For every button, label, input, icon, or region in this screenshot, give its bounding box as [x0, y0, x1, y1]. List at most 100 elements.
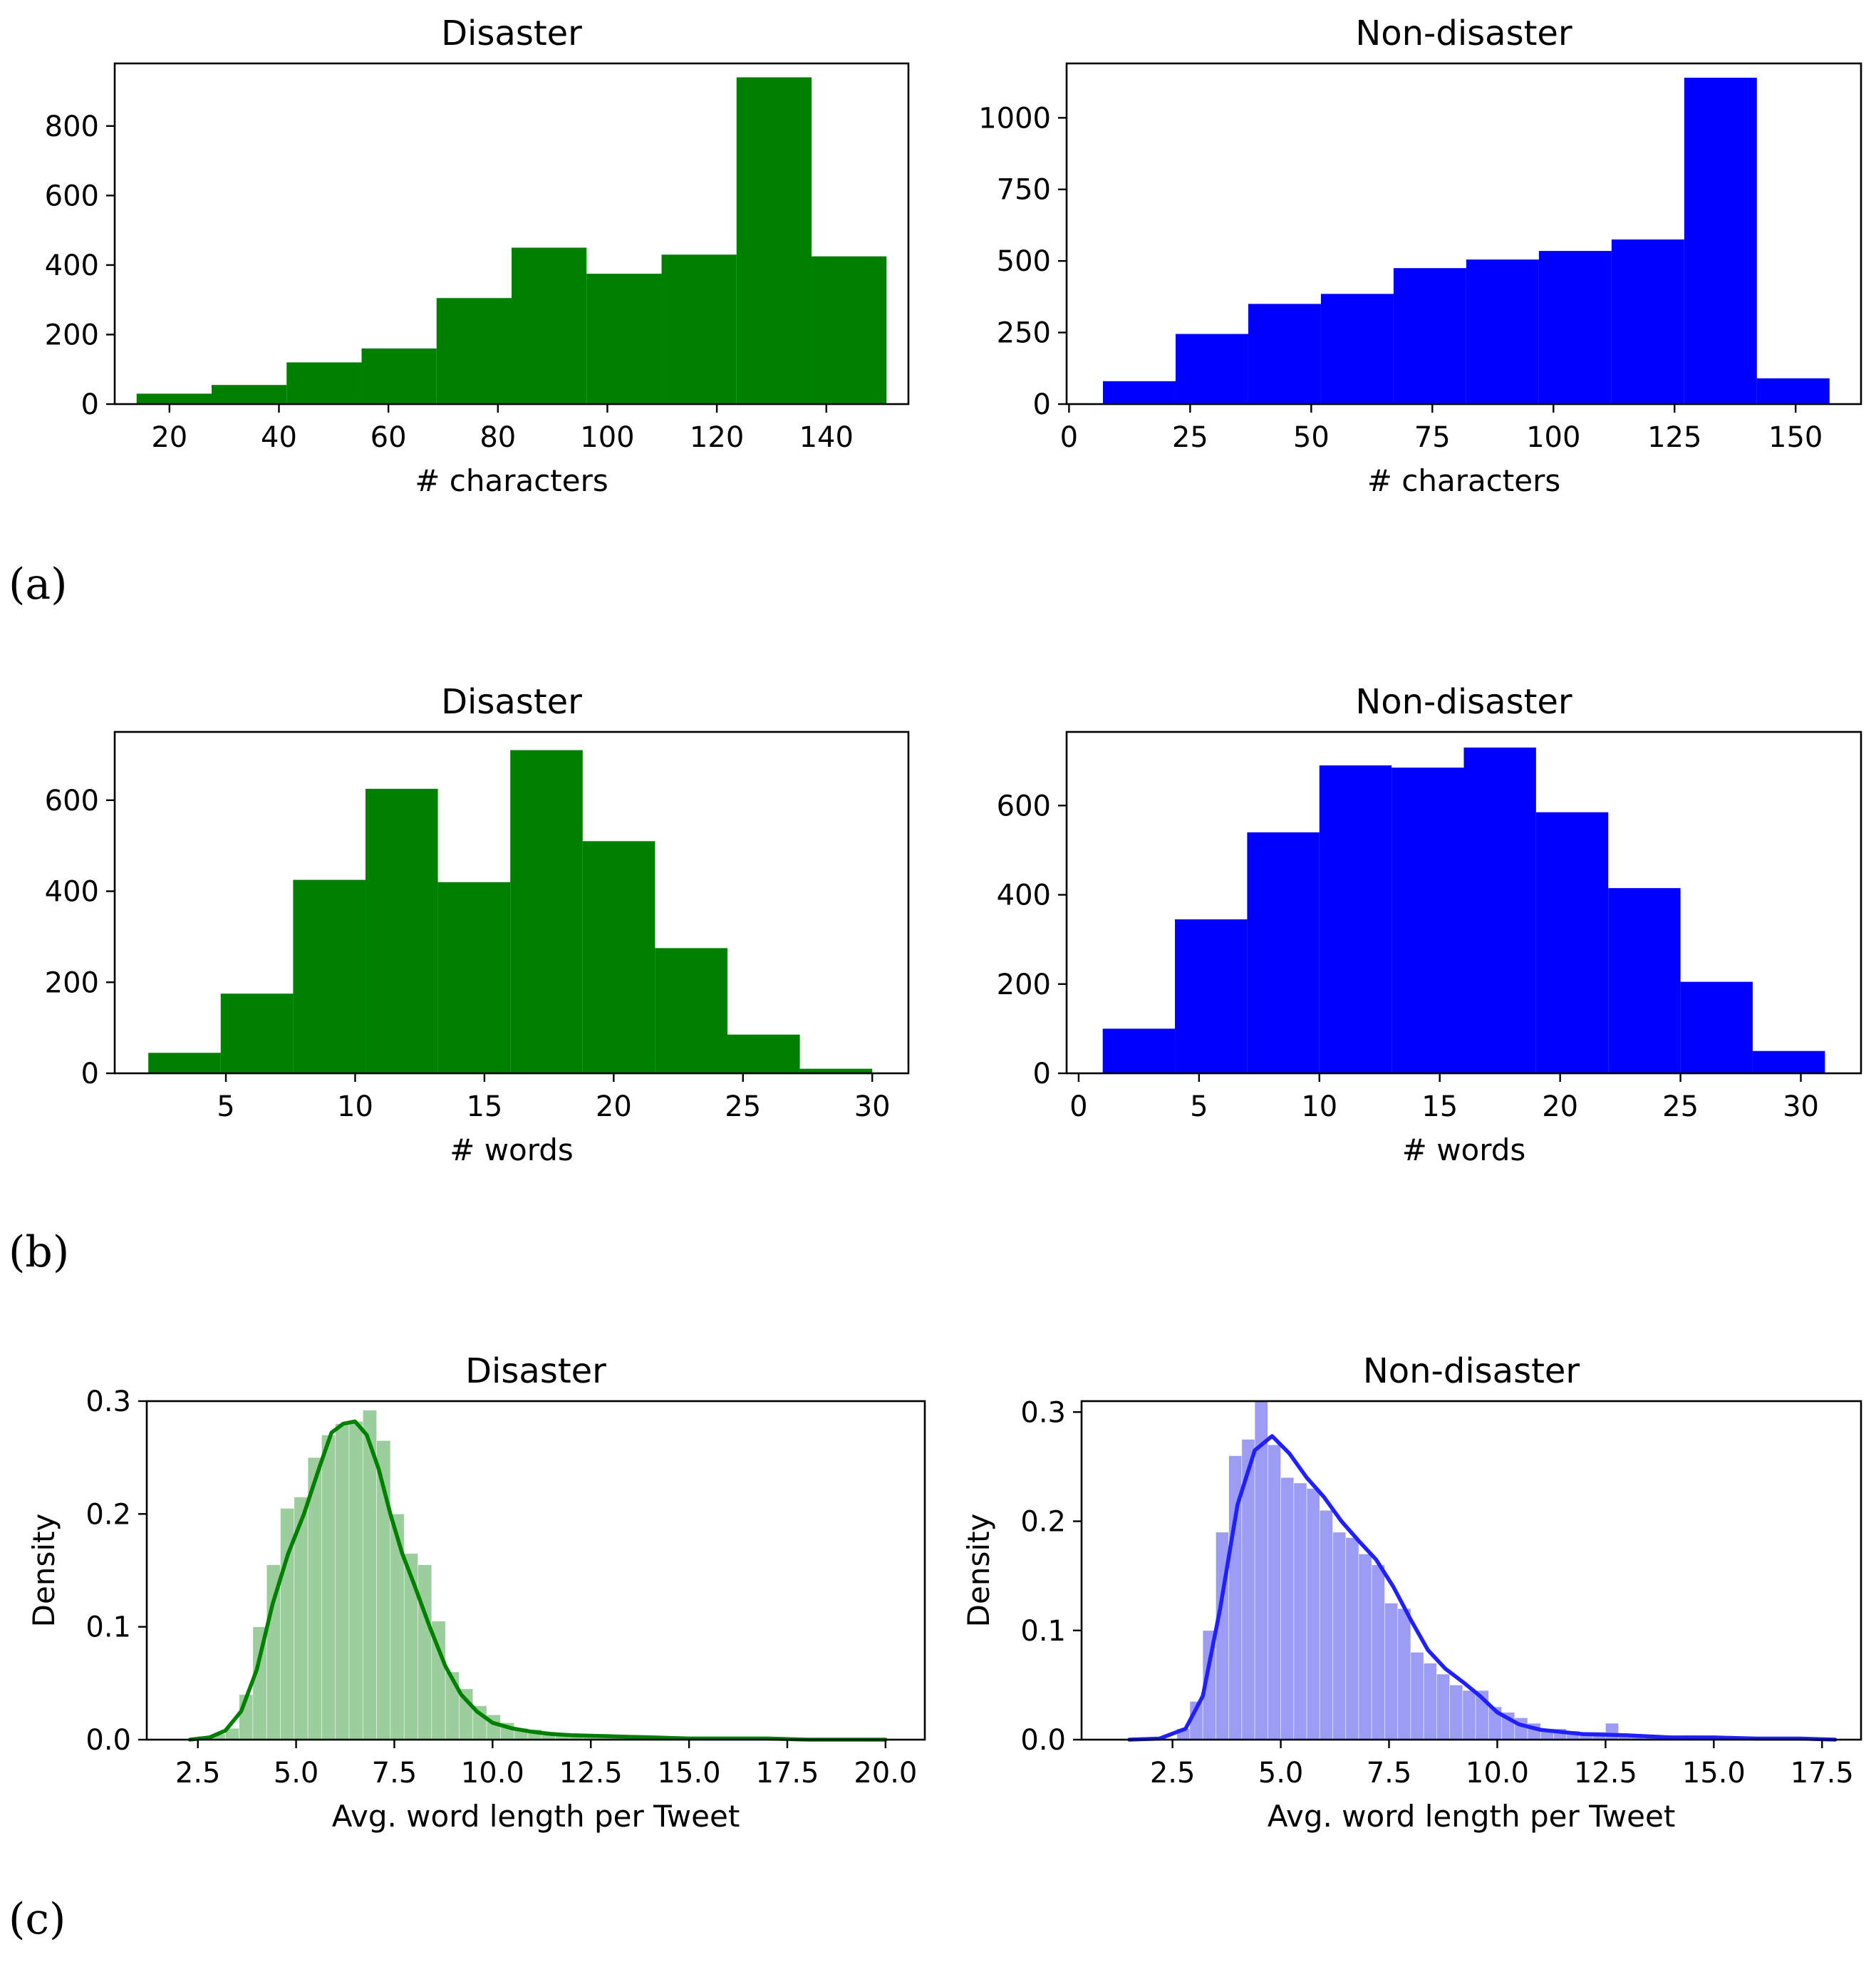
histogram-bar: [661, 254, 737, 404]
density-histogram-bar: [1267, 1444, 1281, 1740]
axes-frame: [113, 730, 910, 1075]
x-tick-label: 40: [261, 421, 297, 454]
x-tick-label: 15: [466, 1090, 502, 1123]
histogram-bar: [1319, 765, 1392, 1073]
x-tick-label: 20: [1542, 1090, 1578, 1123]
x-tick-label: 25: [1172, 421, 1208, 454]
chart-title: Disaster: [465, 1351, 606, 1391]
histogram-bar: [148, 1053, 221, 1073]
density-histogram-bar: [335, 1423, 350, 1740]
chart-a-nondisaster: 0 25 50 75 100 125 150 0 250 500 750 1000 Non-disast…: [978, 14, 1862, 498]
panel-label-c: (c): [9, 1894, 66, 1944]
x-axis-label: Avg. word length per Tweet: [1268, 1799, 1676, 1834]
chart-c-disaster: 2.5 5.0 7.5 10.0 12.5 15.0 17.5 20.0 0.0 0.1 0.2 0.…: [26, 1351, 926, 1834]
x-tick-label: 12.5: [559, 1757, 623, 1790]
y-tick-label: 200: [45, 319, 99, 351]
histogram-bar: [365, 788, 438, 1073]
histogram-bar: [1102, 381, 1176, 404]
x-tick-label: 125: [1647, 421, 1701, 454]
x-tick-label: 60: [370, 421, 407, 454]
density-histogram-bar: [1319, 1509, 1333, 1740]
histogram-bar: [1756, 378, 1830, 404]
chart-b-nondisaster: 0 5 10 15 20 25 30 0 200 400 600 Non-disaster # word…: [997, 682, 1862, 1167]
histogram-bar: [727, 1034, 800, 1073]
density-histogram-bar: [1306, 1488, 1320, 1740]
histogram-bar: [1535, 812, 1609, 1073]
x-tick-label: 20: [151, 421, 187, 454]
x-tick-label: 12.5: [1574, 1757, 1637, 1790]
axes-frame: [113, 62, 910, 406]
x-tick-label: 140: [799, 421, 854, 454]
y-tick-label: 0.3: [85, 1385, 131, 1418]
density-histogram-bar: [1436, 1673, 1451, 1740]
x-tick-label: 17.5: [755, 1757, 819, 1790]
histogram-bar: [655, 948, 727, 1073]
y-tick-label: 800: [45, 110, 99, 143]
chart-title: Disaster: [441, 14, 582, 53]
density-histogram-bar: [1371, 1564, 1385, 1740]
x-tick-label: 10.0: [1466, 1757, 1529, 1790]
histogram-bar: [1463, 747, 1536, 1073]
x-tick-label: 150: [1768, 421, 1823, 454]
y-tick-label: 0: [1033, 388, 1051, 421]
chart-title: Non-disaster: [1355, 682, 1572, 722]
panel-label-a: (a): [9, 559, 68, 609]
histogram-bar: [582, 841, 655, 1073]
x-tick-label: 20.0: [854, 1757, 917, 1790]
x-axis-label: Avg. word length per Tweet: [332, 1799, 740, 1834]
histogram-bar: [1247, 832, 1320, 1073]
histogram-bar: [1320, 294, 1394, 404]
y-tick-label: 600: [45, 785, 99, 817]
histogram-bar: [1175, 919, 1248, 1073]
y-tick-label: 200: [45, 966, 99, 999]
chart-c-nondisaster: 2.5 5.0 7.5 10.0 12.5 15.0 17.5 0.0 0.1 0.2 0.3 Non…: [961, 1351, 1862, 1834]
y-tick-label: 0.1: [1020, 1615, 1066, 1648]
density-histogram-bar: [1345, 1537, 1359, 1740]
y-tick-label: 0.0: [1020, 1724, 1066, 1757]
x-tick-label: 30: [1783, 1090, 1819, 1123]
histogram-bar: [1175, 334, 1248, 404]
x-tick-label: 100: [580, 421, 634, 454]
density-histogram-bar: [1605, 1723, 1620, 1740]
y-tick-label: 0.2: [85, 1498, 131, 1531]
axes-frame: [1065, 62, 1862, 406]
y-tick-label: 500: [997, 245, 1051, 278]
x-axis-label: # characters: [415, 463, 608, 498]
density-histogram-bar: [1423, 1663, 1437, 1740]
axes-frame: [1065, 730, 1862, 1075]
x-tick-label: 20: [596, 1090, 632, 1123]
histogram-bar: [799, 1068, 873, 1073]
x-tick-label: 17.5: [1791, 1757, 1854, 1790]
histogram-bar: [220, 993, 294, 1073]
x-tick-label: 5.0: [274, 1757, 319, 1790]
x-tick-label: 2.5: [175, 1757, 221, 1790]
histogram-bar: [1752, 1050, 1825, 1073]
x-tick-label: 10: [337, 1090, 373, 1123]
histogram-bar: [286, 362, 362, 404]
density-histogram-bar: [1462, 1690, 1476, 1740]
y-tick-label: 750: [997, 174, 1051, 207]
histogram-bar: [736, 77, 812, 405]
axes-frame: [145, 1400, 926, 1741]
kde-line: [1127, 1434, 1838, 1742]
histogram-bar: [1393, 268, 1466, 404]
x-tick-label: 15: [1421, 1090, 1458, 1123]
histogram-bar: [1608, 888, 1681, 1073]
x-tick-label: 5: [1190, 1090, 1208, 1123]
y-tick-label: 1000: [978, 102, 1051, 135]
density-histogram-bar: [1410, 1652, 1424, 1740]
x-tick-label: 10: [1301, 1090, 1337, 1123]
histogram-bar: [1102, 1028, 1176, 1073]
density-histogram-bar: [1280, 1477, 1295, 1740]
x-tick-label: 15.0: [658, 1757, 721, 1790]
y-axis-label: Density: [961, 1514, 996, 1628]
x-axis-label: # words: [450, 1132, 574, 1167]
histogram-bar: [812, 256, 887, 404]
histogram-bar: [136, 393, 212, 404]
x-axis-label: # characters: [1367, 463, 1561, 498]
histogram-bar: [586, 274, 662, 404]
x-tick-label: 50: [1293, 421, 1330, 454]
chart-title: Non-disaster: [1355, 14, 1572, 53]
y-tick-label: 200: [997, 969, 1051, 1001]
